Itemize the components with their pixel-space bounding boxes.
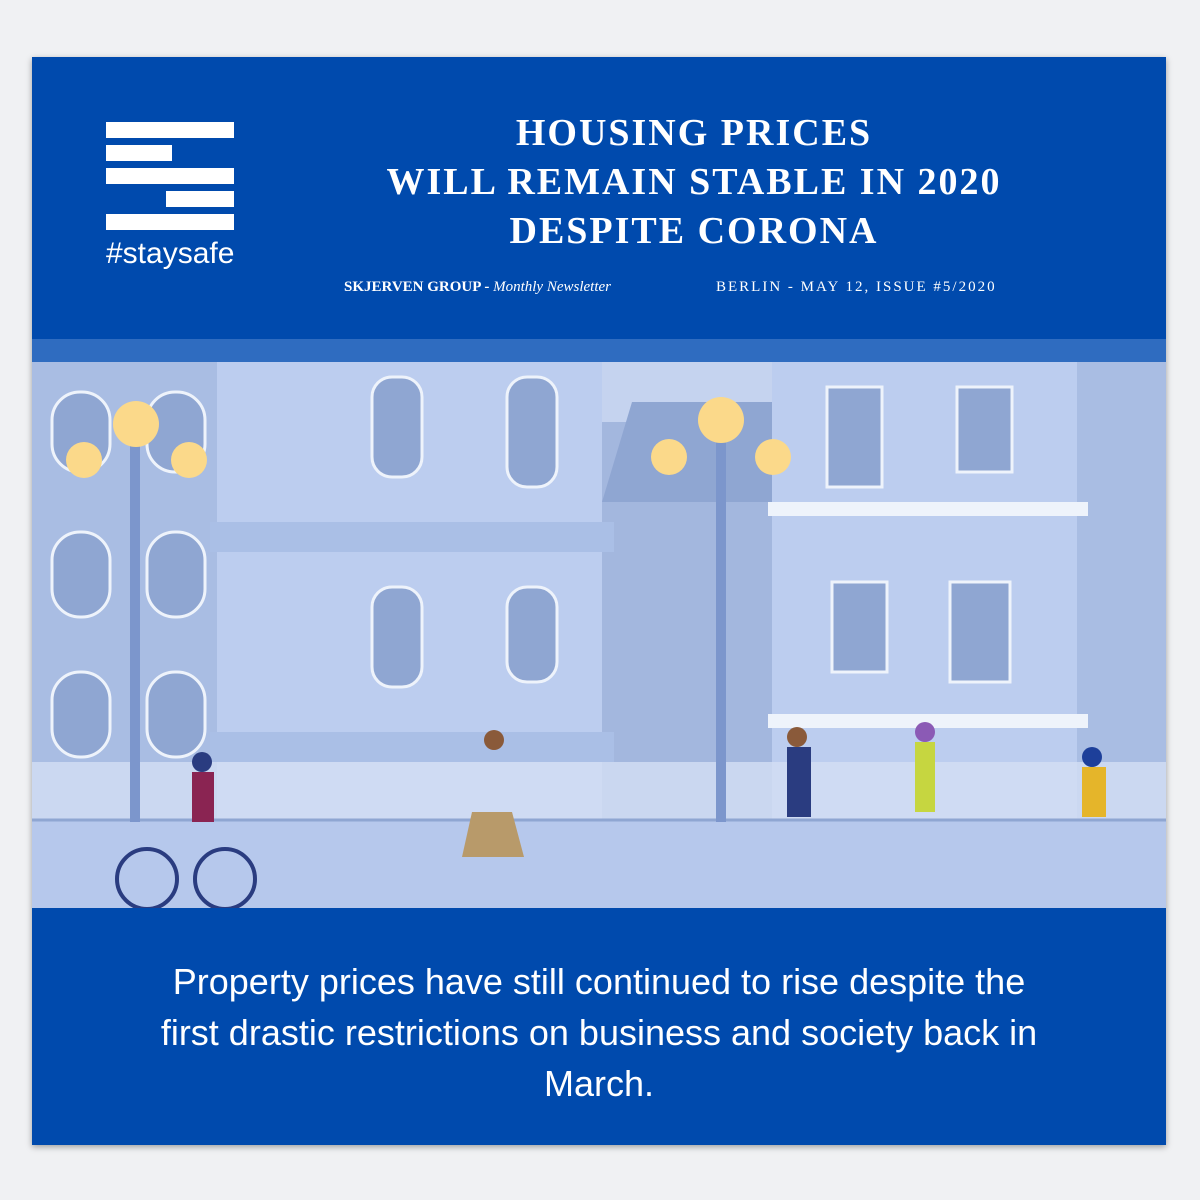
logo [106, 122, 234, 230]
title-line: HOUSING PRICES [515, 112, 873, 154]
logo-bar [106, 168, 234, 184]
summary-text: Property prices have still continued to … [160, 961, 1038, 1104]
divider-stripe [32, 339, 1166, 362]
title-line: DESPITE CORONA [509, 210, 879, 252]
logo-bar [106, 122, 234, 138]
issue-info: BERLIN - MAY 12, ISSUE #5/2020 [716, 279, 997, 295]
summary-section: Property prices have still continued to … [32, 908, 1166, 1145]
logo-bar [106, 145, 172, 161]
title-line: WILL REMAIN STABLE IN 2020 [386, 161, 1002, 203]
publisher: SKJERVEN GROUP - [344, 279, 490, 295]
logo-bar [106, 214, 234, 230]
logo-bar [166, 191, 234, 207]
publisher-line: SKJERVEN GROUP - Monthly Newsletter [344, 277, 611, 297]
newsletter-card: #staysafe HOUSING PRICES WILL REMAIN STA… [32, 57, 1166, 1145]
logo-tagline: #staysafe [106, 237, 235, 270]
street-illustration [32, 362, 1166, 911]
header: #staysafe HOUSING PRICES WILL REMAIN STA… [32, 57, 1166, 339]
page-title: HOUSING PRICES WILL REMAIN STABLE IN 202… [272, 109, 1116, 256]
publication: Monthly Newsletter [493, 279, 611, 295]
